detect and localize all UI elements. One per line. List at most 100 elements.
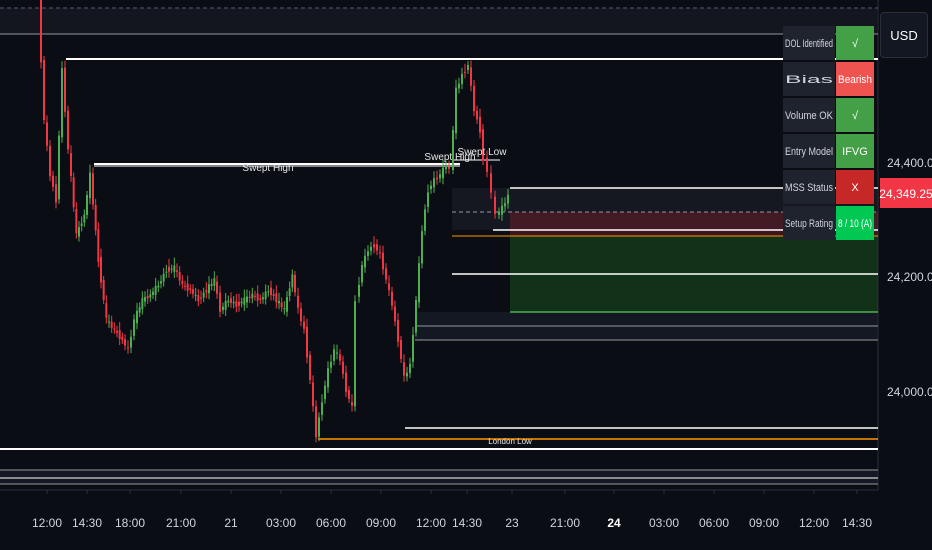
- bullish-candle: [222, 306, 224, 310]
- bullish-candle: [288, 288, 291, 296]
- time-tick-label: 21: [224, 516, 238, 530]
- bearish-candle: [339, 354, 341, 361]
- bullish-candle: [240, 301, 243, 304]
- bullish-candle: [324, 385, 326, 400]
- bullish-candle: [173, 265, 176, 272]
- bullish-candle: [361, 265, 363, 283]
- bearish-candle: [176, 270, 178, 272]
- bearish-candle: [300, 308, 302, 322]
- bullish-candle: [418, 263, 420, 303]
- currency-label: USD: [890, 27, 918, 43]
- currency-button[interactable]: USD: [880, 12, 928, 58]
- bearish-candle: [436, 177, 438, 180]
- bullish-candle: [202, 292, 205, 298]
- bearish-candle: [382, 252, 384, 270]
- bullish-candle: [445, 165, 447, 170]
- panel-row-label: MSS Status: [785, 182, 833, 194]
- bullish-candle: [291, 274, 294, 288]
- price-axis[interactable]: 24,400.00 24,200.00 24,000.00 24,349.25: [879, 156, 932, 399]
- bearish-candle: [205, 290, 208, 293]
- bearish-candle: [254, 295, 256, 297]
- bullish-candle: [136, 310, 138, 324]
- time-tick-label: 18:00: [115, 516, 145, 530]
- bearish-candle: [49, 145, 51, 177]
- bearish-candle: [52, 175, 54, 187]
- panel-value-cell: [836, 206, 874, 240]
- bearish-candle: [100, 256, 102, 283]
- bearish-candle: [315, 406, 317, 438]
- bearish-candle: [216, 281, 218, 294]
- time-tick-label: 06:00: [316, 516, 346, 530]
- bearish-candle: [400, 340, 402, 359]
- panel-row-value: IFVG: [842, 146, 868, 158]
- time-tick-label: 14:30: [842, 516, 872, 530]
- time-axis[interactable]: 12:00 14:30 18:00 21:00 21 03:00 06:00 09:00 12:…: [32, 490, 872, 530]
- bearish-candle: [388, 283, 390, 291]
- bullish-candle: [415, 300, 417, 333]
- bullish-candle: [406, 372, 408, 377]
- bullish-candle: [227, 300, 230, 303]
- bullish-candle: [78, 227, 80, 237]
- bullish-candle: [232, 302, 235, 304]
- time-tick-label: 03:00: [266, 516, 296, 530]
- bullish-candle: [501, 205, 503, 215]
- bullish-candle: [336, 352, 338, 354]
- bullish-candle: [409, 363, 411, 374]
- bullish-candle: [421, 231, 423, 264]
- bullish-candle: [130, 336, 132, 348]
- bullish-candle: [61, 68, 63, 138]
- bearish-candle: [110, 321, 113, 328]
- bearish-candle: [184, 285, 186, 287]
- time-tick-label: 03:00: [649, 516, 679, 530]
- panel-value-cell: [836, 98, 874, 132]
- bullish-candle: [452, 130, 454, 170]
- time-tick-label: 12:00: [416, 516, 446, 530]
- bearish-candle: [92, 173, 94, 205]
- bearish-candle: [64, 67, 66, 112]
- bullish-candle: [424, 209, 426, 231]
- bullish-candle: [243, 297, 246, 305]
- bearish-candle: [70, 153, 72, 176]
- price-tick-label: 24,000.00: [887, 385, 932, 399]
- panel-row-value: √: [852, 110, 859, 122]
- bullish-candle: [144, 297, 146, 302]
- bullish-candle: [246, 296, 248, 303]
- bullish-candle: [152, 291, 154, 295]
- time-tick-label: 21:00: [166, 516, 196, 530]
- bearish-candle: [275, 293, 278, 303]
- panel-value-cell: [836, 62, 874, 96]
- panel-label-cell: [783, 134, 835, 168]
- bearish-candle: [385, 268, 387, 280]
- bearish-candle: [448, 166, 450, 169]
- bearish-candle: [72, 177, 75, 208]
- price-tick-label: 24,200.00: [887, 270, 932, 284]
- time-tick-label: 23: [505, 516, 519, 530]
- bullish-candle: [154, 285, 157, 295]
- panel-row-value: Bearish: [838, 74, 872, 86]
- bullish-candle: [58, 135, 60, 200]
- setup-status-panel: DOL Identified √ Bias Bearish Volume OK √ Entr…: [783, 26, 874, 240]
- panel-row-label: Setup Rating: [785, 218, 833, 230]
- bearish-candle: [178, 272, 181, 281]
- bearish-candle: [146, 295, 149, 299]
- panel-row-value: X: [851, 182, 859, 194]
- time-tick-label: 12:00: [32, 516, 62, 530]
- bearish-candle: [168, 266, 170, 272]
- price-axis-background: [878, 0, 932, 490]
- bullish-candle: [157, 285, 160, 288]
- bullish-candle: [333, 349, 335, 361]
- time-tick-label: 09:00: [749, 516, 779, 530]
- time-tick-label: 14:30: [452, 516, 482, 530]
- bullish-candle: [442, 167, 444, 179]
- bearish-candle: [272, 294, 275, 297]
- annotations: Swept High Swept High Swept Low London L…: [242, 147, 532, 446]
- top-gray-zone: [0, 8, 878, 34]
- bullish-candle: [213, 278, 216, 286]
- bullish-candle: [108, 321, 110, 323]
- price-tick-label: 24,400.00: [887, 156, 932, 170]
- bearish-candle: [306, 326, 308, 358]
- time-tick-label: 14:30: [72, 516, 102, 530]
- bearish-candle: [259, 298, 262, 300]
- bearish-candle: [394, 306, 396, 322]
